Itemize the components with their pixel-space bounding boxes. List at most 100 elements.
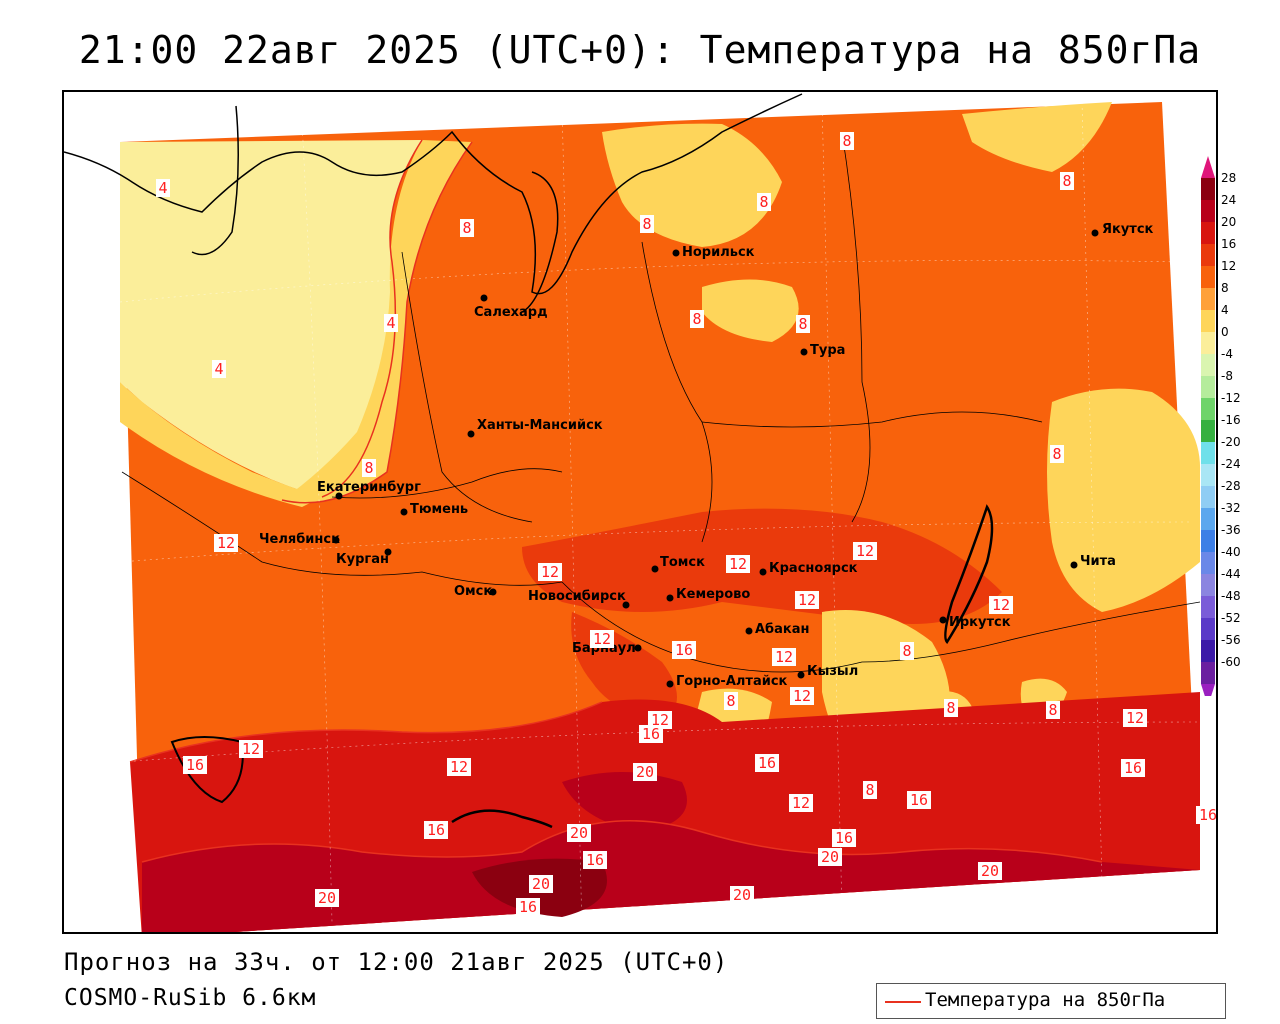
city-label: Салехард — [474, 305, 548, 320]
temperature-map[interactable]: Салехард Норильск Якутск Тура Ханты-Манс… — [62, 90, 1218, 934]
svg-text:20: 20 — [733, 886, 751, 904]
city-dot — [666, 594, 674, 602]
city-dot — [745, 627, 753, 635]
colorbar-swatch — [1201, 354, 1215, 376]
colorbar-swatch — [1201, 332, 1215, 354]
svg-text:20: 20 — [318, 889, 336, 907]
city-label: Челябинск — [259, 532, 340, 547]
svg-text:12: 12 — [541, 563, 559, 581]
colorbar-tick-label: -36 — [1221, 523, 1241, 537]
svg-text:8: 8 — [1062, 172, 1071, 190]
svg-text:8: 8 — [364, 459, 373, 477]
svg-text:20: 20 — [636, 763, 654, 781]
colorbar-swatch — [1201, 420, 1215, 442]
colorbar-tick-label: -40 — [1221, 545, 1241, 559]
city-label: Екатеринбург — [317, 480, 421, 495]
svg-text:8: 8 — [462, 219, 471, 237]
city-dot — [480, 294, 488, 302]
colorbar-tick-label: 4 — [1221, 303, 1229, 317]
city-dot — [467, 430, 475, 438]
svg-text:8: 8 — [642, 215, 651, 233]
svg-text:12: 12 — [651, 711, 669, 729]
colorbar-tick-label: -32 — [1221, 501, 1241, 515]
city-dot — [335, 492, 343, 500]
svg-text:4: 4 — [386, 314, 395, 332]
svg-text:16: 16 — [675, 641, 693, 659]
city-dot — [800, 348, 808, 356]
colorbar-tick-label: 8 — [1221, 281, 1229, 295]
forecast-info: Прогноз на 33ч. от 12:00 21авг 2025 (UTC… — [64, 948, 729, 976]
city-label: Омск — [454, 584, 492, 599]
colorbar-bottom-arrow — [1201, 684, 1215, 706]
city-label: Томск — [660, 555, 705, 570]
svg-text:16: 16 — [835, 829, 853, 847]
svg-text:16: 16 — [519, 898, 537, 916]
colorbar-swatch — [1201, 552, 1215, 574]
colorbar-swatch — [1201, 398, 1215, 420]
city-dot — [1070, 561, 1078, 569]
cold-region-4 — [120, 140, 422, 497]
svg-text:8: 8 — [1048, 701, 1057, 719]
arctic-coastline — [64, 93, 803, 295]
colorbar-tick-label: 28 — [1221, 171, 1236, 185]
city-dot — [651, 565, 659, 573]
colorbar-swatch — [1201, 200, 1215, 222]
colorbar-tick-label: 20 — [1221, 215, 1236, 229]
city-dot — [384, 548, 392, 556]
svg-text:16: 16 — [1124, 759, 1142, 777]
contour-label-group: 12 12 12 12 12 12 12 12 12 12 12 12 12 1… — [214, 534, 1147, 812]
colorbar-tick-label: 16 — [1221, 237, 1236, 251]
colorbar-swatch — [1201, 222, 1215, 244]
svg-text:16: 16 — [427, 821, 445, 839]
colorbar-swatch — [1201, 464, 1215, 486]
svg-text:12: 12 — [729, 555, 747, 573]
city-label: Тюмень — [410, 502, 468, 517]
svg-text:12: 12 — [217, 534, 235, 552]
city-label: Красноярск — [769, 561, 858, 576]
svg-text:12: 12 — [793, 687, 811, 705]
city-dot — [939, 616, 947, 624]
colorbar-swatch — [1201, 618, 1215, 640]
city-label: Кемерово — [676, 587, 750, 602]
svg-text:12: 12 — [792, 794, 810, 812]
legend-label: Температура на 850гПа — [925, 989, 1166, 1011]
model-name: COSMO-RuSib 6.6км — [64, 985, 317, 1011]
city-label: Абакан — [755, 622, 810, 637]
contour-labels: 4 4 4 8 8 8 8 8 8 8 8 8 8 8 8 8 8 12 12 — [156, 132, 1217, 916]
colorbar-swatch — [1201, 530, 1215, 552]
city-dot — [622, 601, 630, 609]
map-title: 21:00 22авг 2025 (UTC+0): Температура на… — [78, 28, 1202, 72]
city-dot — [759, 568, 767, 576]
svg-text:8: 8 — [902, 642, 911, 660]
svg-text:8: 8 — [1052, 445, 1061, 463]
city-dot — [666, 680, 674, 688]
legend: Температура на 850гПа — [876, 983, 1226, 1019]
svg-text:12: 12 — [1126, 709, 1144, 727]
colorbar-tick-label: -28 — [1221, 479, 1241, 493]
colorbar-swatch — [1201, 376, 1215, 398]
baikal-lake — [944, 504, 994, 644]
colorbar-swatch — [1201, 310, 1215, 332]
svg-text:16: 16 — [642, 725, 660, 743]
svg-text:16: 16 — [910, 791, 928, 809]
colorbar-swatch — [1201, 662, 1215, 684]
colorbar-tick-label: -48 — [1221, 589, 1241, 603]
colorbar-swatch — [1201, 574, 1215, 596]
svg-text:16: 16 — [1199, 806, 1217, 824]
svg-text:12: 12 — [856, 542, 874, 560]
colorbar-tick-label: -44 — [1221, 567, 1241, 581]
svg-text:12: 12 — [242, 740, 260, 758]
colorbar-swatch — [1201, 640, 1215, 662]
svg-text:8: 8 — [946, 699, 955, 717]
svg-text:4: 4 — [214, 360, 223, 378]
city-dot — [400, 508, 408, 516]
city-label: Горно-Алтайск — [676, 674, 788, 689]
cold-region-8 — [282, 140, 472, 503]
colorbar-swatch — [1201, 244, 1215, 266]
city-dot — [672, 249, 680, 257]
colorbar-swatch — [1201, 486, 1215, 508]
city-label: Чита — [1080, 554, 1116, 569]
svg-text:8: 8 — [865, 781, 874, 799]
city-label: Тура — [810, 343, 845, 358]
svg-text:8: 8 — [692, 310, 701, 328]
